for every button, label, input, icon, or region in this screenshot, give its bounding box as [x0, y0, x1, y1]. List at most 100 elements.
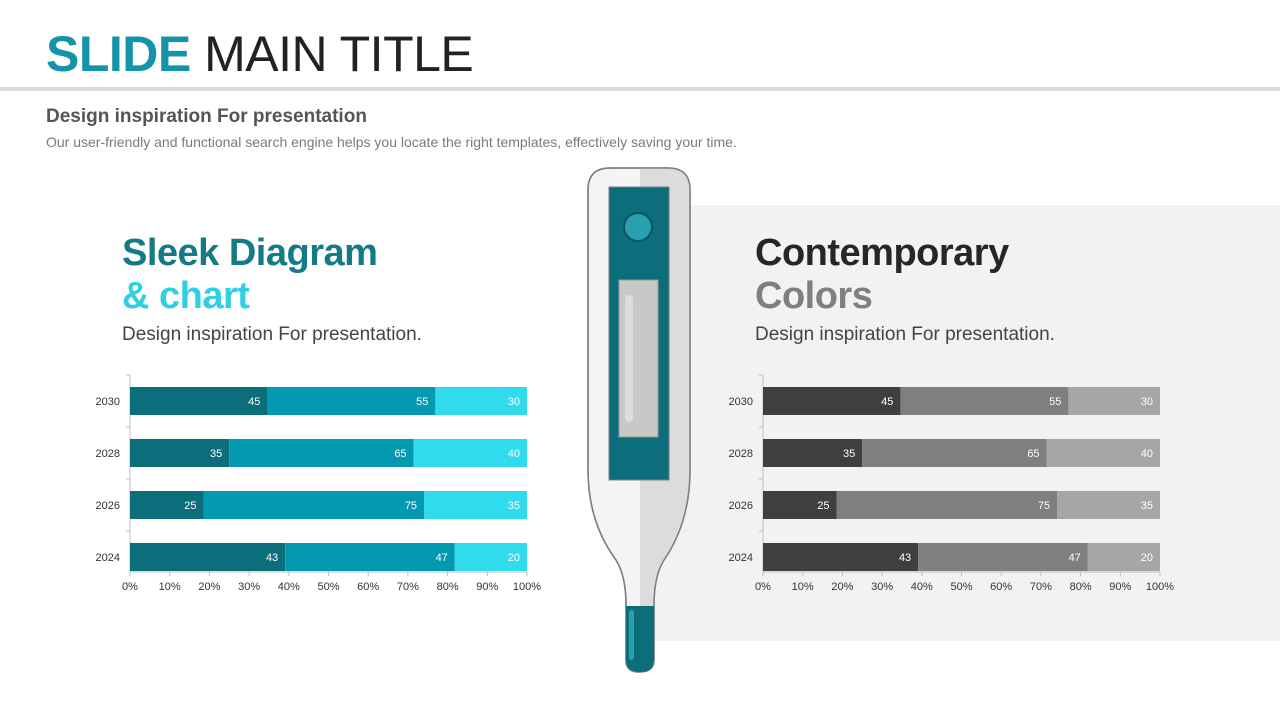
bar-value-label: 47	[1069, 552, 1081, 564]
x-tick-label: 80%	[437, 581, 459, 593]
bar-value-label: 43	[899, 552, 911, 564]
left-heading: Sleek Diagram & chart	[122, 232, 378, 318]
thermometer-tip-glare	[629, 610, 634, 660]
bar-segment	[1057, 491, 1160, 519]
bar-value-label: 20	[508, 552, 520, 564]
bar-value-label: 35	[508, 500, 520, 512]
right-heading-line2: Colors	[755, 275, 873, 317]
x-tick-label: 40%	[911, 581, 933, 593]
bar-segment	[130, 387, 268, 415]
bar-value-label: 20	[1141, 552, 1153, 564]
thermometer-illustration	[587, 167, 691, 673]
x-tick-label: 80%	[1070, 581, 1092, 593]
x-tick-label: 60%	[990, 581, 1012, 593]
x-tick-label: 30%	[238, 581, 260, 593]
subtitle: Design inspiration For presentation	[46, 106, 367, 127]
thermometer-screen-glare	[625, 295, 633, 422]
bar-value-label: 40	[1141, 448, 1153, 460]
x-tick-label: 50%	[950, 581, 972, 593]
bar-value-label: 30	[1141, 396, 1153, 408]
thermometer-screen	[618, 279, 659, 438]
bar-value-label: 45	[881, 396, 893, 408]
bar-value-label: 55	[416, 396, 428, 408]
bar-segment	[836, 491, 1058, 519]
category-label: 2024	[96, 552, 120, 564]
bar-segment	[862, 439, 1047, 467]
category-label: 2028	[96, 448, 120, 460]
bar-value-label: 55	[1049, 396, 1061, 408]
stacked-bar-chart-teal: 0% 10% 20% 30% 40% 50% 60% 70% 80% 90% 100%2030 45 5…	[96, 374, 541, 593]
subtitle-description: Our user-friendly and functional search …	[46, 134, 737, 150]
bar-segment	[763, 543, 919, 571]
x-tick-label: 0%	[755, 581, 771, 593]
thermometer-outline	[587, 167, 691, 673]
left-heading-line2: & chart	[122, 275, 250, 317]
bar-value-label: 35	[1141, 500, 1153, 512]
bar-value-label: 25	[817, 500, 829, 512]
x-tick-label: 70%	[1030, 581, 1052, 593]
bar-value-label: 45	[248, 396, 260, 408]
bar-segment	[1087, 543, 1160, 571]
title-divider	[0, 87, 1280, 91]
x-tick-label: 100%	[1146, 581, 1174, 593]
right-description: Design inspiration For presentation.	[755, 324, 1055, 345]
bar-segment	[1046, 439, 1160, 467]
bar-segment	[454, 543, 527, 571]
category-label: 2030	[729, 396, 753, 408]
category-label: 2030	[96, 396, 120, 408]
x-tick-label: 40%	[278, 581, 300, 593]
x-tick-label: 20%	[831, 581, 853, 593]
bar-segment	[285, 543, 455, 571]
x-tick-label: 10%	[159, 581, 181, 593]
category-label: 2026	[729, 500, 753, 512]
bar-value-label: 75	[405, 500, 417, 512]
bar-value-label: 30	[508, 396, 520, 408]
bar-segment	[763, 387, 901, 415]
thermometer-power-button	[623, 212, 653, 242]
x-tick-label: 30%	[871, 581, 893, 593]
bar-value-label: 35	[843, 448, 855, 460]
bar-segment	[424, 491, 527, 519]
bar-segment	[413, 439, 527, 467]
bar-value-label: 43	[266, 552, 278, 564]
bar-segment	[130, 491, 204, 519]
bar-segment	[918, 543, 1088, 571]
x-tick-label: 90%	[1109, 581, 1131, 593]
bar-value-label: 25	[184, 500, 196, 512]
bar-segment	[130, 439, 230, 467]
bar-value-label: 75	[1038, 500, 1050, 512]
slide-title: SLIDE MAIN TITLE	[46, 22, 474, 86]
left-heading-line1: Sleek Diagram	[122, 232, 378, 274]
right-heading: Contemporary Colors	[755, 232, 1009, 318]
x-tick-label: 10%	[792, 581, 814, 593]
bar-value-label: 35	[210, 448, 222, 460]
x-tick-label: 100%	[513, 581, 541, 593]
bar-segment	[900, 387, 1069, 415]
x-tick-label: 70%	[397, 581, 419, 593]
x-tick-label: 90%	[476, 581, 498, 593]
bar-segment	[130, 543, 286, 571]
x-tick-label: 50%	[317, 581, 339, 593]
category-label: 2024	[729, 552, 753, 564]
right-heading-line1: Contemporary	[755, 232, 1009, 274]
bar-segment	[267, 387, 436, 415]
bar-segment	[435, 387, 527, 415]
slide-title-accent: SLIDE	[46, 26, 191, 82]
bar-segment	[763, 439, 863, 467]
bar-segment	[229, 439, 414, 467]
bar-value-label: 40	[508, 448, 520, 460]
category-label: 2028	[729, 448, 753, 460]
x-tick-label: 60%	[357, 581, 379, 593]
bar-segment	[1068, 387, 1160, 415]
slide-title-rest: MAIN TITLE	[204, 26, 474, 82]
stacked-bar-chart-gray: 0% 10% 20% 30% 40% 50% 60% 70% 80% 90% 100%2030 45 5…	[729, 374, 1174, 593]
category-label: 2026	[96, 500, 120, 512]
bar-value-label: 47	[436, 552, 448, 564]
bar-segment	[203, 491, 425, 519]
bar-segment	[763, 491, 837, 519]
bar-value-label: 65	[1027, 448, 1039, 460]
bar-value-label: 65	[394, 448, 406, 460]
left-description: Design inspiration For presentation.	[122, 324, 422, 345]
x-tick-label: 0%	[122, 581, 138, 593]
x-tick-label: 20%	[198, 581, 220, 593]
